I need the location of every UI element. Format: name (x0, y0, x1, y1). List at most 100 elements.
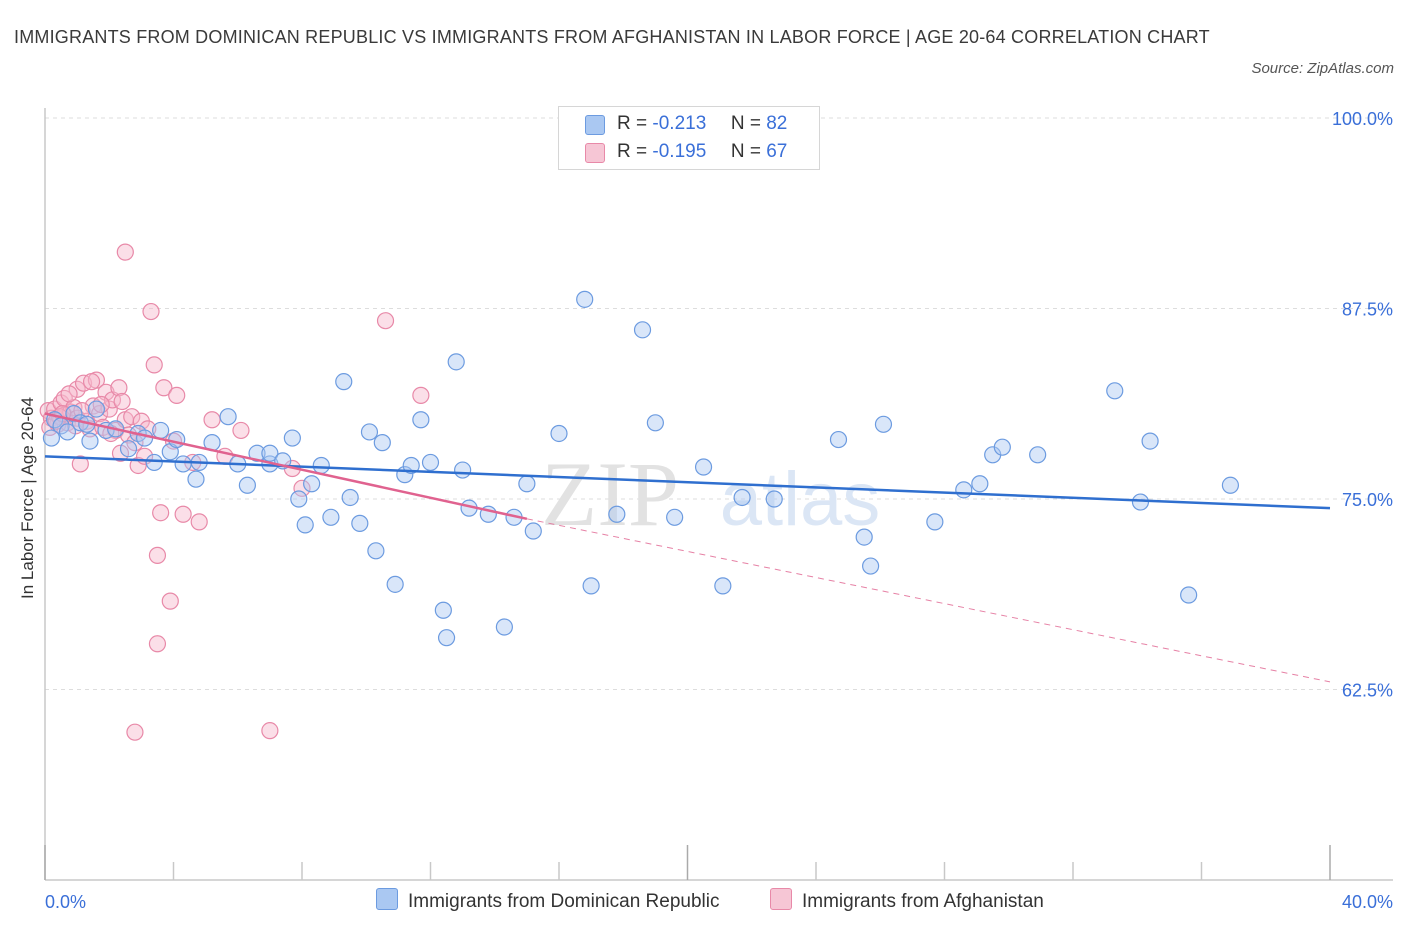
data-point-afghanistan (148, 546, 167, 564)
legend-item-afghanistan: Immigrants from Afghanistan (770, 888, 1044, 916)
r-label: R = (617, 113, 648, 134)
y-tick-label: 62.5% (1342, 681, 1393, 701)
data-point-afghanistan (261, 722, 279, 740)
data-point-dominican (335, 373, 353, 391)
series-afghanistan-points (39, 243, 430, 741)
y-tick-label: 75.0% (1342, 490, 1393, 510)
r-value: -0.213 (652, 113, 707, 134)
data-point-dominican (187, 470, 205, 488)
data-point-dominican (855, 528, 873, 546)
data-point-afghanistan (174, 505, 192, 523)
data-point-afghanistan (155, 379, 173, 397)
data-point-afghanistan (113, 392, 131, 411)
data-point-dominican (312, 456, 330, 475)
data-point-afghanistan (126, 434, 144, 452)
data-point-dominican (434, 601, 452, 619)
data-point-dominican (87, 400, 106, 418)
data-point-dominican (219, 408, 237, 426)
data-point-dominican (454, 461, 472, 479)
data-point-afghanistan (190, 513, 208, 531)
data-point-dominican (955, 481, 973, 499)
data-point-dominican (829, 430, 848, 449)
data-point-dominican (174, 455, 192, 473)
data-point-afghanistan (82, 373, 101, 391)
legend-item-dominican: Immigrants from Dominican Republic (376, 888, 720, 916)
trend-line-dominican (44, 455, 1331, 510)
n-value: 82 (766, 113, 788, 134)
data-point-dominican (152, 421, 170, 440)
legend-label: Immigrants from Dominican Republic (408, 891, 720, 912)
data-point-dominican (360, 423, 379, 441)
data-point-afghanistan (142, 302, 160, 321)
data-point-afghanistan (232, 421, 250, 440)
data-point-dominican (608, 505, 626, 523)
data-point-dominican (765, 490, 783, 508)
data-point-dominican (733, 488, 751, 507)
data-point-dominican (283, 429, 301, 447)
n-label: N = (730, 141, 761, 162)
data-point-dominican (290, 490, 308, 508)
data-point-dominican (402, 456, 420, 475)
data-point-dominican (341, 488, 359, 507)
data-point-dominican (303, 475, 321, 493)
data-point-afghanistan (123, 408, 141, 426)
data-point-dominican (1221, 476, 1240, 494)
data-point-dominican (1180, 586, 1198, 604)
data-point-dominican (646, 414, 664, 432)
series-dominican-points (42, 290, 1240, 647)
watermark-zip: ZIP (541, 443, 679, 545)
x-tick-label: 0.0% (45, 892, 86, 912)
data-point-dominican (135, 429, 154, 447)
data-point-dominican (261, 444, 279, 462)
data-point-dominican (576, 290, 594, 308)
data-point-afghanistan (412, 386, 430, 404)
data-point-afghanistan (100, 400, 118, 418)
data-point-afghanistan (148, 635, 167, 653)
watermark-atlas: atlas (720, 457, 881, 542)
data-point-dominican (58, 423, 77, 441)
data-point-afghanistan (68, 380, 86, 398)
data-point-afghanistan (116, 243, 134, 261)
data-point-dominican (238, 476, 256, 494)
data-point-dominican (386, 575, 404, 593)
data-point-dominican (367, 542, 385, 560)
legend-swatch-pink (585, 143, 605, 163)
data-point-dominican (65, 405, 83, 423)
data-point-dominican (322, 508, 340, 526)
data-point-dominican (971, 475, 989, 493)
data-point-dominican (1141, 432, 1159, 450)
n-value: 67 (766, 141, 788, 162)
data-point-dominican (694, 458, 713, 476)
r-label: R = (617, 141, 648, 162)
trend-lines (44, 412, 1331, 683)
data-point-afghanistan (376, 312, 395, 330)
trend-line-afghanistan (44, 412, 528, 521)
data-point-dominican (447, 353, 465, 371)
data-point-afghanistan (168, 386, 186, 404)
data-point-afghanistan (145, 356, 163, 374)
y-tick-label: 100.0% (1332, 109, 1393, 129)
data-point-dominican (633, 321, 652, 339)
data-point-dominican (168, 430, 186, 449)
data-point-dominican (437, 629, 456, 647)
data-point-afghanistan (152, 504, 170, 522)
data-point-dominican (1106, 382, 1124, 400)
data-point-afghanistan (110, 379, 128, 397)
data-point-afghanistan (92, 395, 110, 414)
data-point-dominican (412, 411, 430, 429)
data-point-dominican (550, 424, 568, 443)
data-point-dominican (81, 432, 99, 450)
data-point-afghanistan (161, 592, 179, 610)
x-tick-label: 40.0% (1342, 892, 1393, 912)
chart-title: IMMIGRANTS FROM DOMINICAN REPUBLIC VS IM… (14, 27, 1210, 47)
data-point-dominican (1029, 446, 1047, 464)
data-point-dominican (518, 475, 536, 493)
data-point-dominican (296, 516, 314, 534)
legend-label: Immigrants from Afghanistan (802, 891, 1044, 912)
legend-swatch-blue (585, 115, 605, 135)
axes (44, 108, 1393, 881)
data-point-dominican (993, 438, 1011, 456)
data-point-dominican (119, 440, 138, 458)
data-point-dominican (524, 522, 542, 540)
